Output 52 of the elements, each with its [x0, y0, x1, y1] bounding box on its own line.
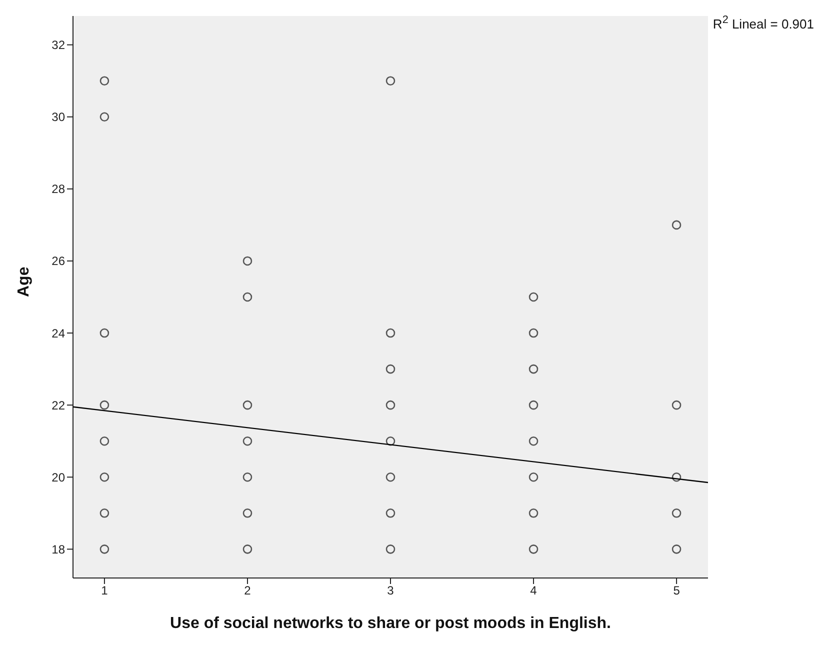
y-tick-label: 18 — [52, 542, 66, 556]
y-tick-label: 32 — [52, 38, 66, 52]
point — [528, 292, 538, 302]
x-axis-title: Use of social networks to share or post moods in English. — [170, 615, 611, 632]
point — [672, 508, 682, 518]
point — [386, 76, 396, 86]
y-axis-title: Age — [16, 266, 33, 297]
y-tick-label: 30 — [52, 110, 66, 124]
point — [100, 76, 110, 86]
point — [672, 544, 682, 554]
point — [242, 436, 252, 446]
point — [100, 400, 110, 410]
point — [672, 400, 682, 410]
point — [100, 544, 110, 554]
point — [528, 472, 538, 482]
point — [100, 328, 110, 338]
x-tick-label: 3 — [387, 584, 394, 598]
y-tick-label: 26 — [52, 254, 66, 268]
point — [672, 472, 682, 482]
y-tick-label: 22 — [52, 398, 66, 412]
point — [386, 508, 396, 518]
point — [242, 508, 252, 518]
point — [528, 328, 538, 338]
point — [528, 436, 538, 446]
point — [386, 436, 396, 446]
point — [242, 256, 252, 266]
point — [528, 364, 538, 374]
point — [100, 508, 110, 518]
y-tick-label: 24 — [52, 326, 66, 340]
point — [528, 544, 538, 554]
y-tick-label: 28 — [52, 182, 66, 196]
point — [386, 328, 396, 338]
x-tick-label: 1 — [101, 584, 108, 598]
point — [386, 364, 396, 374]
x-tick-label: 2 — [244, 584, 252, 598]
point — [528, 400, 538, 410]
point — [386, 544, 396, 554]
y-tick-label: 20 — [52, 470, 66, 484]
point — [672, 220, 682, 230]
text: R$^{2}$ Lineal = 0.901 — [712, 14, 814, 32]
point — [242, 472, 252, 482]
point — [386, 472, 396, 482]
point — [242, 292, 252, 302]
point — [100, 436, 110, 446]
point — [100, 472, 110, 482]
point — [242, 544, 252, 554]
point — [386, 400, 396, 410]
x-tick-label: 5 — [673, 584, 680, 598]
point — [528, 508, 538, 518]
point — [100, 112, 110, 122]
x-tick-label: 4 — [530, 584, 538, 598]
point — [242, 400, 252, 410]
